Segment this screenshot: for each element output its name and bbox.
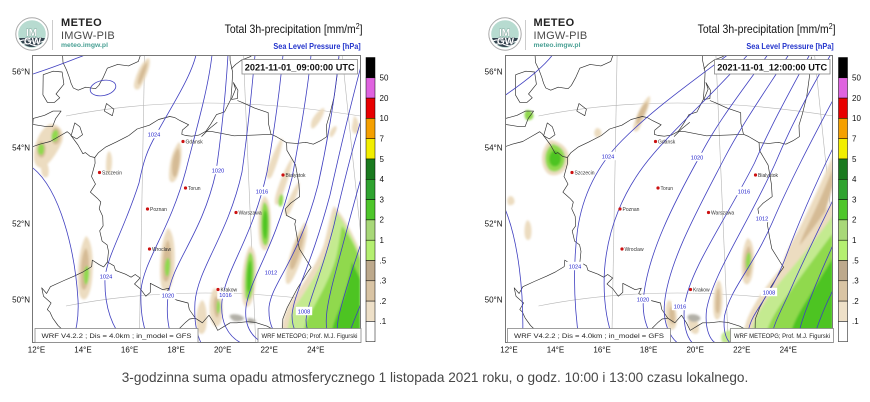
svg-text:1020: 1020: [212, 168, 224, 174]
svg-text:10: 10: [852, 114, 861, 123]
svg-text:IM: IM: [498, 28, 509, 39]
svg-text:16°E: 16°E: [121, 346, 138, 355]
svg-text:2021-11-01_12:00:00 UTC: 2021-11-01_12:00:00 UTC: [717, 62, 827, 72]
svg-text:1012: 1012: [756, 216, 768, 222]
svg-text:Warszawa: Warszawa: [711, 210, 734, 216]
svg-text:56°N: 56°N: [485, 68, 503, 77]
svg-text:Warszawa: Warszawa: [239, 210, 262, 216]
svg-text:7: 7: [852, 135, 857, 144]
svg-text:Szczecin: Szczecin: [102, 170, 122, 176]
svg-text:22°E: 22°E: [260, 346, 277, 355]
svg-text:.5: .5: [380, 256, 387, 265]
svg-text:.5: .5: [852, 256, 859, 265]
svg-text:Gdansk: Gdansk: [658, 139, 676, 145]
svg-text:WRF V4.2.2 ; Dis = 4.0km ; in_: WRF V4.2.2 ; Dis = 4.0km ; in_model = GF…: [514, 333, 665, 340]
svg-text:1016: 1016: [256, 189, 268, 195]
svg-text:1012: 1012: [265, 270, 277, 276]
svg-text:1: 1: [852, 236, 857, 245]
svg-text:1024: 1024: [148, 132, 160, 138]
svg-text:4: 4: [852, 175, 857, 184]
svg-text:Wroclaw: Wroclaw: [152, 247, 171, 253]
svg-text:50: 50: [852, 74, 861, 83]
svg-text:52°N: 52°N: [12, 220, 30, 229]
svg-text:Torun: Torun: [661, 186, 674, 192]
svg-text:54°N: 54°N: [485, 144, 503, 153]
svg-text:.3: .3: [852, 277, 859, 286]
svg-text:24°E: 24°E: [780, 346, 797, 355]
svg-text:1: 1: [380, 236, 385, 245]
svg-text:Wroclaw: Wroclaw: [625, 247, 644, 253]
svg-text:.2: .2: [380, 297, 387, 306]
svg-text:1024: 1024: [602, 154, 614, 160]
svg-text:.3: .3: [380, 277, 387, 286]
svg-text:Poznan: Poznan: [150, 207, 167, 213]
svg-text:20°E: 20°E: [686, 346, 703, 355]
svg-text:20: 20: [852, 94, 861, 103]
svg-text:1016: 1016: [219, 293, 231, 299]
svg-text:1020: 1020: [637, 297, 649, 303]
svg-text:1008: 1008: [763, 290, 775, 296]
svg-text:7: 7: [380, 135, 385, 144]
svg-text:Krakow: Krakow: [221, 287, 238, 293]
svg-text:WRF METEOPG; Prof. M.J. Figurs: WRF METEOPG; Prof. M.J. Figurski: [734, 333, 830, 340]
svg-text:14°E: 14°E: [547, 346, 564, 355]
svg-text:GW: GW: [24, 37, 42, 48]
svg-text:50°N: 50°N: [485, 296, 503, 305]
svg-text:1008: 1008: [298, 309, 310, 315]
svg-text:1016: 1016: [738, 189, 750, 195]
svg-text:12°E: 12°E: [500, 346, 517, 355]
svg-text:Torun: Torun: [188, 186, 201, 192]
svg-text:Gdansk: Gdansk: [186, 139, 204, 145]
svg-text:GW: GW: [496, 37, 514, 48]
svg-text:Poznan: Poznan: [623, 207, 640, 213]
svg-text:1016: 1016: [674, 304, 686, 310]
svg-text:20: 20: [380, 94, 389, 103]
svg-text:10: 10: [380, 114, 389, 123]
svg-text:16°E: 16°E: [593, 346, 610, 355]
svg-text:3: 3: [380, 195, 385, 204]
svg-text:52°N: 52°N: [485, 220, 503, 229]
svg-text:20°E: 20°E: [214, 346, 231, 355]
svg-text:Szczecin: Szczecin: [575, 170, 595, 176]
svg-text:12°E: 12°E: [28, 346, 45, 355]
svg-text:3: 3: [852, 195, 857, 204]
svg-text:14°E: 14°E: [74, 346, 91, 355]
svg-text:54°N: 54°N: [12, 144, 30, 153]
svg-text:2021-11-01_09:00:00 UTC: 2021-11-01_09:00:00 UTC: [245, 62, 355, 72]
svg-text:.1: .1: [380, 317, 387, 326]
svg-text:.2: .2: [852, 297, 859, 306]
svg-text:2: 2: [380, 216, 385, 225]
svg-text:5: 5: [852, 155, 857, 164]
svg-text:56°N: 56°N: [12, 68, 30, 77]
svg-text:1024: 1024: [569, 264, 581, 270]
svg-text:2: 2: [852, 216, 857, 225]
svg-text:WRF METEOPG; Prof. M.J. Figurs: WRF METEOPG; Prof. M.J. Figurski: [262, 333, 358, 340]
svg-text:50: 50: [380, 74, 389, 83]
svg-text:1020: 1020: [691, 155, 703, 161]
svg-text:Bialystok: Bialystok: [758, 173, 779, 179]
svg-text:IM: IM: [26, 28, 37, 39]
svg-text:4: 4: [380, 175, 385, 184]
svg-text:1024: 1024: [100, 274, 112, 280]
svg-text:5: 5: [380, 155, 385, 164]
svg-text:22°E: 22°E: [733, 346, 750, 355]
svg-text:WRF V4.2.2 ; Dis = 4.0km ; in_: WRF V4.2.2 ; Dis = 4.0km ; in_model = GF…: [42, 333, 193, 340]
svg-text:24°E: 24°E: [307, 346, 324, 355]
svg-text:1020: 1020: [162, 293, 174, 299]
svg-text:Bialystok: Bialystok: [286, 173, 307, 179]
svg-text:Krakow: Krakow: [693, 287, 710, 293]
svg-text:18°E: 18°E: [640, 346, 657, 355]
svg-text:18°E: 18°E: [167, 346, 184, 355]
svg-text:50°N: 50°N: [12, 296, 30, 305]
svg-text:.1: .1: [852, 317, 859, 326]
